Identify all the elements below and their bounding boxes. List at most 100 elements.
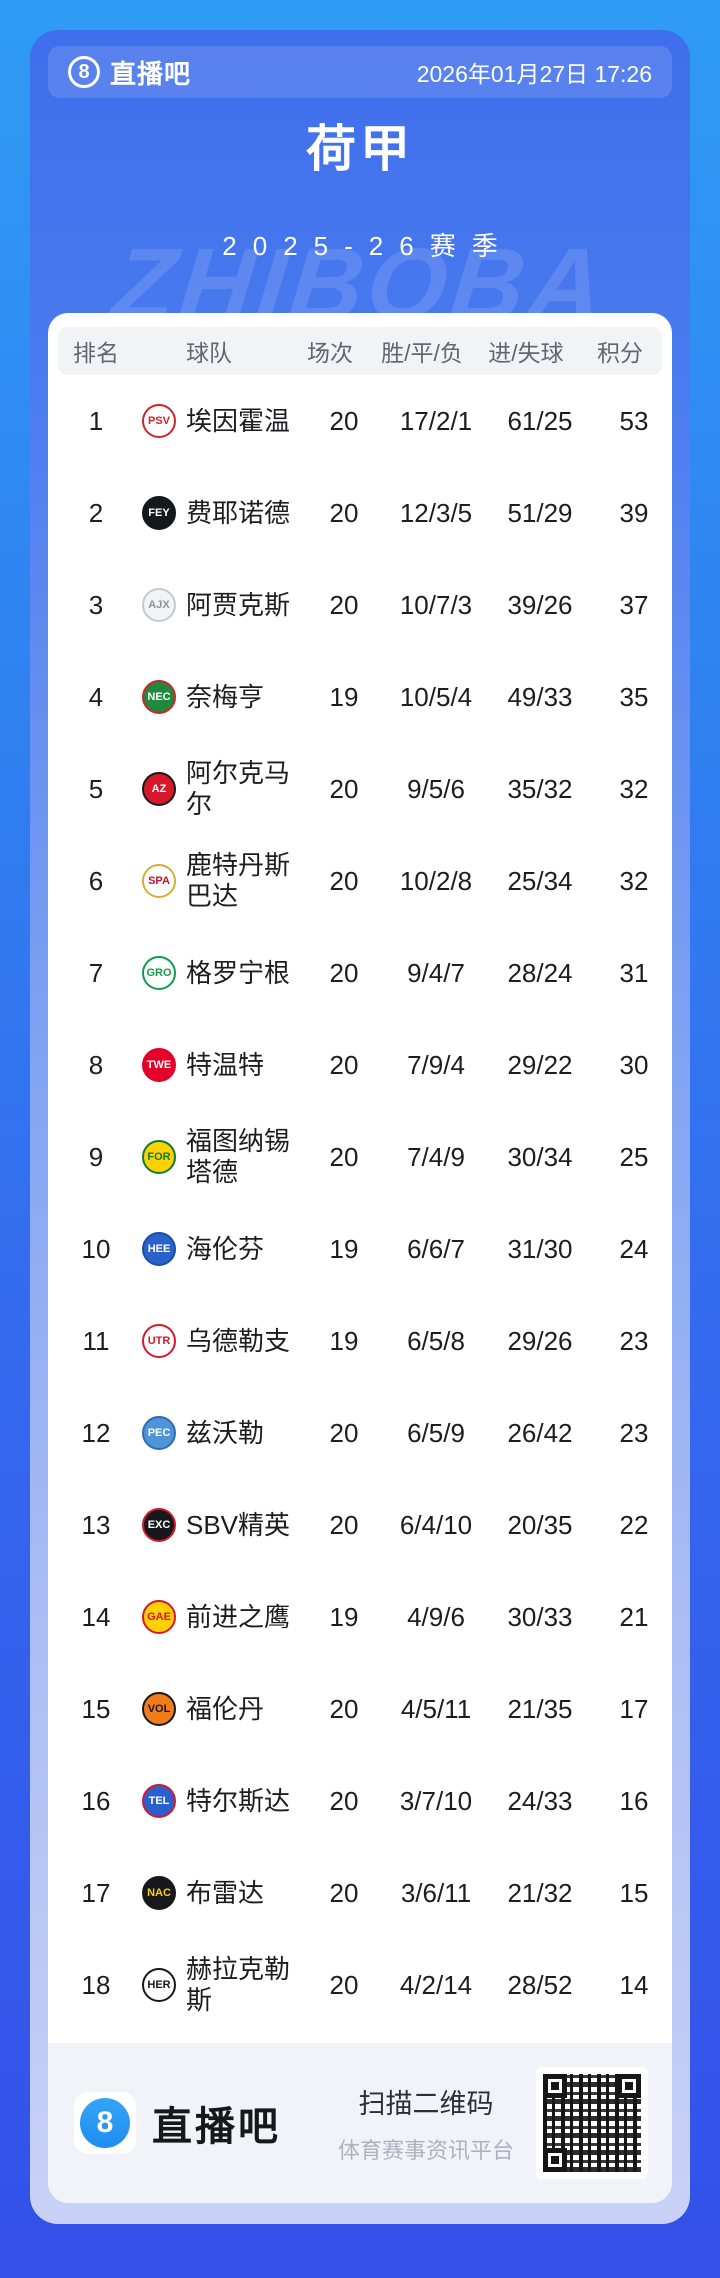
goals-cell: 24/33 bbox=[507, 1785, 573, 1816]
rank-cell: 8 bbox=[88, 1049, 104, 1080]
team-cell: UTR 乌德勒支 bbox=[134, 1324, 304, 1358]
table-row: 12 PEC 兹沃勒 20 6/5/9 26/42 23 bbox=[58, 1387, 662, 1479]
table-row: 5 AZ 阿尔克马尔 20 9/5/6 35/32 32 bbox=[58, 743, 662, 835]
brand: 8 直播吧 bbox=[68, 54, 191, 91]
table-row: 2 FEY 费耶诺德 20 12/3/5 51/29 39 bbox=[58, 467, 662, 559]
record-cell: 4/5/11 bbox=[400, 1693, 472, 1724]
points-cell: 15 bbox=[619, 1877, 649, 1908]
team-name: 海伦芬 bbox=[186, 1233, 265, 1264]
matches-cell: 19 bbox=[329, 1325, 359, 1356]
table-row: 17 NAC 布雷达 20 3/6/11 21/32 15 bbox=[58, 1847, 662, 1939]
footer-brand-name: 直播吧 bbox=[152, 2105, 281, 2149]
zhibo8-logo-icon: 8 bbox=[68, 56, 100, 88]
record-cell: 4/2/14 bbox=[399, 1969, 473, 2000]
team-name: 埃因霍温 bbox=[186, 405, 291, 436]
goals-cell: 29/26 bbox=[507, 1325, 573, 1356]
points-cell: 32 bbox=[619, 773, 649, 804]
goals-cell: 26/42 bbox=[507, 1417, 573, 1448]
record-cell: 3/7/10 bbox=[399, 1785, 473, 1816]
goals-cell: 28/24 bbox=[507, 957, 573, 988]
col-played: 场次 bbox=[307, 340, 353, 366]
rank-cell: 6 bbox=[88, 865, 104, 896]
rank-cell: 14 bbox=[81, 1601, 111, 1632]
rank-cell: 5 bbox=[88, 773, 104, 804]
matches-cell: 20 bbox=[329, 1509, 359, 1540]
team-logo-icon: GRO bbox=[142, 956, 176, 990]
rank-cell: 12 bbox=[81, 1417, 111, 1448]
team-cell: NAC 布雷达 bbox=[134, 1876, 304, 1910]
matches-cell: 20 bbox=[329, 589, 359, 620]
team-logo-icon: HER bbox=[142, 1968, 176, 2002]
points-cell: 23 bbox=[619, 1417, 649, 1448]
points-cell: 16 bbox=[619, 1785, 649, 1816]
table-row: 16 TEL 特尔斯达 20 3/7/10 24/33 16 bbox=[58, 1755, 662, 1847]
zhibo8-footer-logo-icon: 8 bbox=[80, 2098, 130, 2148]
matches-cell: 20 bbox=[329, 957, 359, 988]
points-cell: 53 bbox=[619, 405, 649, 436]
team-logo-icon: UTR bbox=[142, 1324, 176, 1358]
qr-code bbox=[536, 2067, 648, 2179]
rank-cell: 13 bbox=[81, 1509, 111, 1540]
goals-cell: 21/35 bbox=[507, 1693, 573, 1724]
platform-subtitle: 体育赛事资讯平台 bbox=[337, 2137, 514, 2163]
team-cell: PEC 兹沃勒 bbox=[134, 1416, 304, 1450]
record-cell: 12/3/5 bbox=[399, 497, 473, 528]
team-name: 奈梅亨 bbox=[186, 681, 265, 712]
goals-cell: 21/32 bbox=[507, 1877, 573, 1908]
page-title: 荷甲 bbox=[306, 121, 414, 177]
team-name: 布雷达 bbox=[186, 1877, 265, 1908]
team-logo-icon: TWE bbox=[142, 1048, 176, 1082]
record-cell: 6/5/9 bbox=[407, 1417, 465, 1448]
matches-cell: 20 bbox=[329, 1969, 359, 2000]
team-logo-icon: PEC bbox=[142, 1416, 176, 1450]
goals-cell: 51/29 bbox=[507, 497, 573, 528]
team-logo-icon: TEL bbox=[142, 1784, 176, 1818]
topbar: 8 直播吧 2026年01月27日 17:26 bbox=[48, 46, 672, 98]
record-cell: 3/6/11 bbox=[400, 1877, 472, 1908]
team-cell: HEE 海伦芬 bbox=[134, 1232, 304, 1266]
col-points: 积分 bbox=[597, 340, 643, 366]
table-header-row: 排名 球队 场次 胜/平/负 进/失球 积分 bbox=[58, 327, 662, 375]
team-name: 兹沃勒 bbox=[186, 1417, 265, 1448]
team-cell: SPA 鹿特丹斯巴达 bbox=[134, 850, 304, 912]
table-row: 18 HER 赫拉克勒斯 20 4/2/14 28/52 14 bbox=[58, 1939, 662, 2031]
matches-cell: 20 bbox=[329, 1877, 359, 1908]
footer: 8 直播吧 扫描二维码 体育赛事资讯平台 bbox=[48, 2043, 672, 2203]
table-row: 14 GAE 前进之鹰 19 4/9/6 30/33 21 bbox=[58, 1571, 662, 1663]
points-cell: 30 bbox=[619, 1049, 649, 1080]
goals-cell: 30/34 bbox=[507, 1141, 573, 1172]
col-record: 胜/平/负 bbox=[381, 340, 463, 366]
points-cell: 31 bbox=[619, 957, 649, 988]
record-cell: 6/5/8 bbox=[407, 1325, 465, 1356]
team-logo-icon: FOR bbox=[142, 1140, 176, 1174]
team-logo-icon: NAC bbox=[142, 1876, 176, 1910]
team-logo-icon: AJX bbox=[142, 588, 176, 622]
rank-cell: 1 bbox=[88, 405, 104, 436]
table-row: 4 NEC 奈梅亨 19 10/5/4 49/33 35 bbox=[58, 651, 662, 743]
record-cell: 10/7/3 bbox=[399, 589, 473, 620]
team-name: 特尔斯达 bbox=[186, 1785, 291, 1816]
record-cell: 9/4/7 bbox=[407, 957, 465, 988]
team-cell: AJX 阿贾克斯 bbox=[134, 588, 304, 622]
points-cell: 14 bbox=[619, 1969, 649, 2000]
goals-cell: 39/26 bbox=[507, 589, 573, 620]
record-cell: 9/5/6 bbox=[407, 773, 465, 804]
table-row: 8 TWE 特温特 20 7/9/4 29/22 30 bbox=[58, 1019, 662, 1111]
rank-cell: 10 bbox=[81, 1233, 111, 1264]
goals-cell: 25/34 bbox=[507, 865, 573, 896]
matches-cell: 20 bbox=[329, 773, 359, 804]
rank-cell: 18 bbox=[81, 1969, 111, 2000]
matches-cell: 20 bbox=[329, 1693, 359, 1724]
team-name: 格罗宁根 bbox=[186, 957, 291, 988]
table-row: 11 UTR 乌德勒支 19 6/5/8 29/26 23 bbox=[58, 1295, 662, 1387]
team-logo-icon: EXC bbox=[142, 1508, 176, 1542]
matches-cell: 20 bbox=[329, 865, 359, 896]
matches-cell: 20 bbox=[329, 1141, 359, 1172]
team-cell: HER 赫拉克勒斯 bbox=[134, 1954, 304, 2016]
team-name: 鹿特丹斯巴达 bbox=[186, 850, 291, 911]
rank-cell: 11 bbox=[82, 1325, 110, 1356]
qr-finder-icon bbox=[543, 2148, 567, 2172]
points-cell: 37 bbox=[619, 589, 649, 620]
team-cell: VOL 福伦丹 bbox=[134, 1692, 304, 1726]
app-icon: 8 bbox=[74, 2092, 136, 2154]
